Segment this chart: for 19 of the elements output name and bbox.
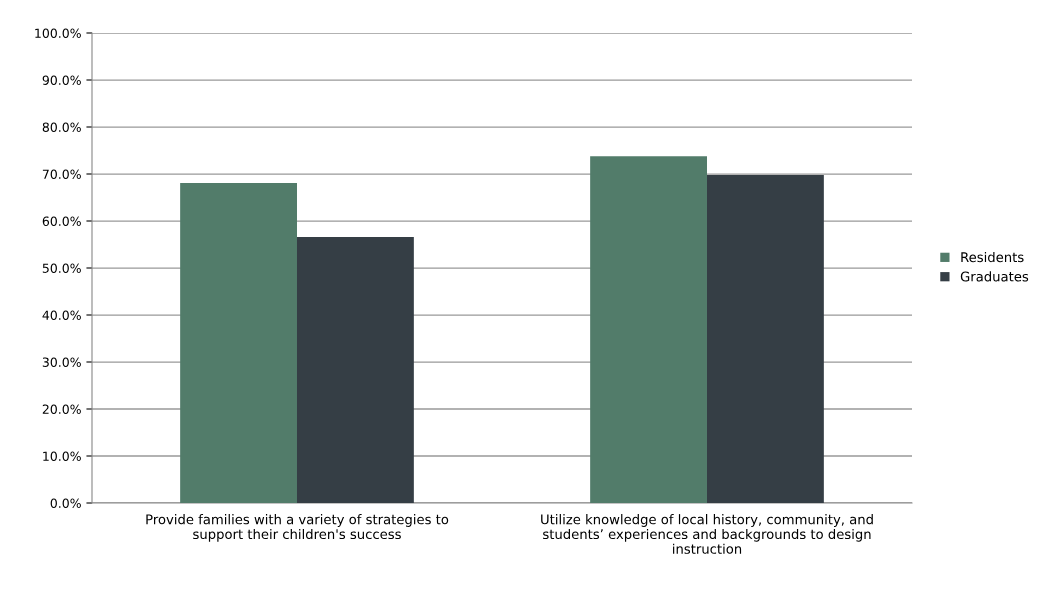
legend-label: Graduates <box>960 271 1029 282</box>
legend-label: Residents <box>961 251 1024 263</box>
x-tick-label: Utilize knowledge of local history, community, and students’ experiences and backgrounds to design instruction <box>541 514 873 554</box>
y-tick-label: 30.0% <box>42 357 81 367</box>
x-tick-label: Provide families with a variety of strategies to support their children's success <box>146 514 449 542</box>
y-tick-label: 80.0% <box>42 122 81 132</box>
y-tick-label: 50.0% <box>42 263 81 273</box>
bar <box>297 236 414 503</box>
y-tick-label: 70.0% <box>42 169 81 179</box>
y-tick-label: 90.0% <box>42 75 81 85</box>
y-tick-label: 100.0% <box>35 28 81 38</box>
y-tick-label: 60.0% <box>42 216 81 226</box>
y-tick-label: 10.0% <box>43 451 81 461</box>
y-tick-label: 0.0% <box>50 498 81 508</box>
y-tick-label: 20.0% <box>42 404 81 414</box>
bar <box>707 174 824 503</box>
y-tick-label: 40.0% <box>42 310 81 320</box>
bar <box>180 182 297 503</box>
bar <box>590 156 707 503</box>
